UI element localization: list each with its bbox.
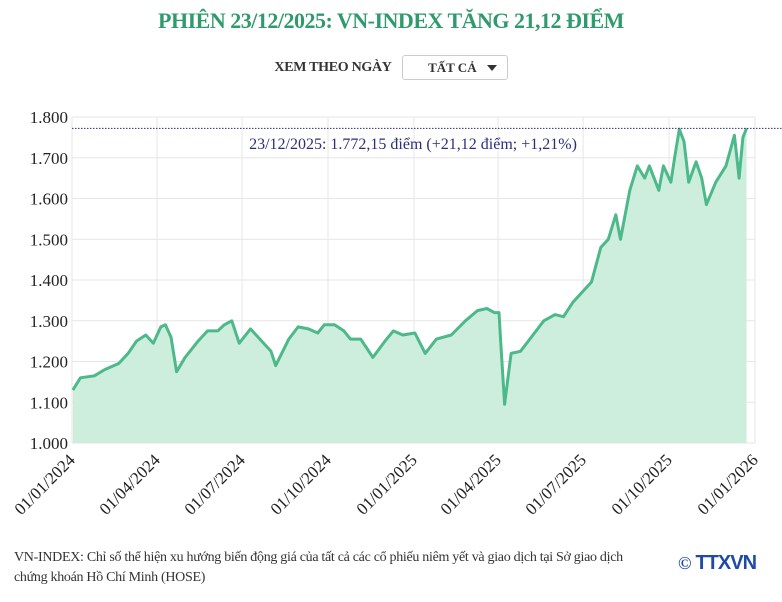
date-filter: XEM THEO NGÀY TẤT CẢ [0,55,782,80]
chart-title: PHIÊN 23/12/2025: VN-INDEX TĂNG 21,12 ĐI… [158,8,624,33]
x-tick-label: 01/10/2024 [267,450,336,519]
copyright-icon: © [678,553,692,573]
y-tick-label: 1.000 [30,434,68,453]
ttxvn-logo: © TTXVN [678,552,757,575]
caret-down-icon [486,64,497,71]
x-tick-label: 01/04/2024 [96,450,165,519]
filter-label: XEM THEO NGÀY [274,59,392,75]
area-fill [72,128,747,444]
x-tick-label: 01/01/2025 [353,450,421,518]
y-tick-label: 1.200 [30,353,68,372]
range-select[interactable]: TẤT CẢ [401,55,508,80]
y-tick-label: 1.400 [30,271,68,290]
y-tick-label: 1.600 [30,190,68,209]
x-tick-label: 01/04/2025 [437,450,505,518]
x-tick-label: 01/07/2024 [181,450,250,519]
x-tick-label: 01/01/2024 [11,450,80,519]
y-tick-label: 1.100 [30,393,68,412]
x-tick-label: 01/10/2025 [608,450,676,518]
y-tick-label: 1.500 [30,230,68,249]
y-tick-label: 1.700 [30,149,68,168]
y-tick-label: 1.800 [30,108,68,127]
line-chart: 1.000 1.100 1.200 1.300 1.400 1.500 1.600 1.700… [11,108,782,519]
range-select-value: TẤT CẢ [428,59,477,75]
footer-note: VN-INDEX: Chỉ số thể hiện xu hướng biến … [14,550,623,585]
logo-text: TTXVN [695,552,757,574]
x-tick-label: 01/01/2026 [694,450,762,518]
y-tick-label: 1.300 [30,312,68,331]
x-tick-label: 01/07/2025 [522,450,590,518]
annotation-label: 23/12/2025: 1.772,15 điểm (+21,12 điểm; … [249,136,577,153]
